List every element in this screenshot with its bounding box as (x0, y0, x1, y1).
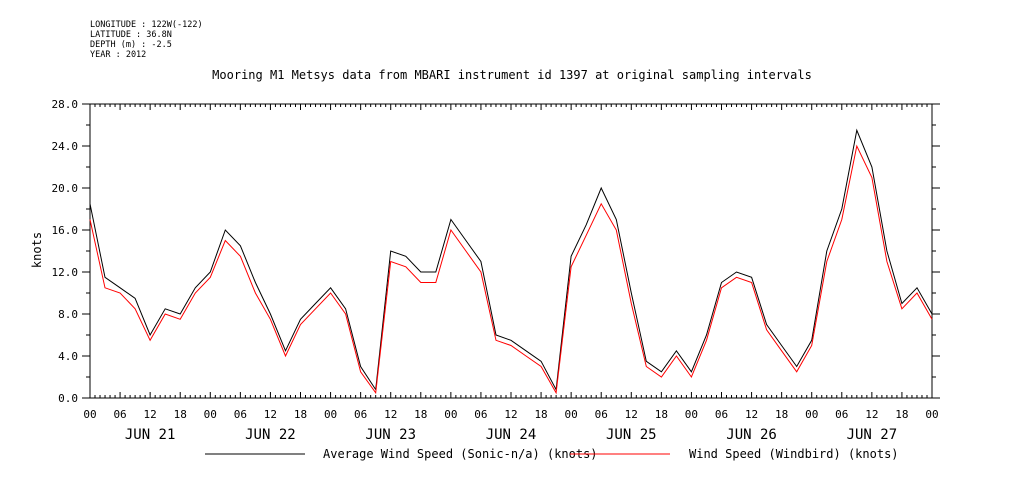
y-tick-label: 4.0 (58, 350, 78, 363)
x-tick-label: 06 (595, 408, 608, 421)
x-tick-label: 06 (234, 408, 247, 421)
x-tick-label: 00 (565, 408, 578, 421)
metadata-block: LONGITUDE : 122W(-122) LATITUDE : 36.8N … (90, 20, 203, 60)
x-tick-label: 12 (144, 408, 157, 421)
axis-ticks (82, 103, 940, 399)
x-tick-label: 18 (775, 408, 788, 421)
series-line-average-wind-speed (89, 128, 933, 392)
year-text: YEAR : 2012 (90, 50, 147, 60)
y-tick-label: 0.0 (58, 392, 78, 405)
x-tick-label: 18 (655, 408, 668, 421)
x-tick-label: 18 (294, 408, 307, 421)
y-tick-label: 12.0 (52, 266, 79, 279)
y-tick-label: 16.0 (52, 224, 79, 237)
x-tick-label: 06 (113, 408, 126, 421)
x-tick-label: 12 (865, 408, 878, 421)
x-tick-label: 00 (83, 408, 96, 421)
axis-tick-labels: 0.0 4.0 8.0 12.0 16.0 20.0 24.0 28.0 00 06 12 18 00 0… (52, 98, 939, 443)
series-line-windbird-wind-speed (89, 144, 933, 395)
legend-label-windbird: Wind Speed (Windbird) (knots) (689, 447, 899, 461)
day-label: JUN 23 (365, 427, 416, 443)
y-tick-label: 24.0 (52, 140, 79, 153)
day-label: JUN 21 (125, 427, 176, 443)
latitude-text: LATITUDE : 36.8N (90, 30, 172, 40)
x-tick-label: 00 (925, 408, 938, 421)
y-tick-label: 20.0 (52, 182, 79, 195)
x-tick-label: 18 (174, 408, 187, 421)
x-tick-label: 00 (324, 408, 337, 421)
day-label: JUN 25 (606, 427, 657, 443)
x-tick-label: 12 (384, 408, 397, 421)
plot-frame (89, 103, 933, 399)
x-tick-label: 06 (474, 408, 487, 421)
y-axis-label: knots (30, 232, 44, 268)
legend: Average Wind Speed (Sonic-n/a) (knots) Wi… (205, 447, 899, 461)
longitude-text: LONGITUDE : 122W(-122) (90, 20, 203, 30)
series-lines (89, 128, 933, 395)
day-label: JUN 24 (486, 427, 537, 443)
x-tick-label: 18 (895, 408, 908, 421)
x-tick-label: 18 (534, 408, 547, 421)
y-tick-label: 28.0 (52, 98, 79, 111)
x-tick-label: 06 (715, 408, 728, 421)
x-tick-label: 06 (354, 408, 367, 421)
day-label: JUN 27 (847, 427, 898, 443)
day-label: JUN 26 (726, 427, 777, 443)
day-label: JUN 22 (245, 427, 296, 443)
y-tick-label: 8.0 (58, 308, 78, 321)
chart-title: Mooring M1 Metsys data from MBARI instru… (212, 68, 812, 82)
x-tick-label: 00 (685, 408, 698, 421)
x-tick-label: 12 (625, 408, 638, 421)
depth-text: DEPTH (m) : -2.5 (90, 40, 172, 50)
x-tick-label: 00 (805, 408, 818, 421)
x-tick-label: 12 (504, 408, 517, 421)
x-tick-label: 00 (204, 408, 217, 421)
x-tick-label: 00 (444, 408, 457, 421)
x-tick-label: 12 (264, 408, 277, 421)
x-tick-label: 06 (835, 408, 848, 421)
x-tick-label: 12 (745, 408, 758, 421)
legend-label-average: Average Wind Speed (Sonic-n/a) (knots) (323, 447, 598, 461)
x-tick-label: 18 (414, 408, 427, 421)
